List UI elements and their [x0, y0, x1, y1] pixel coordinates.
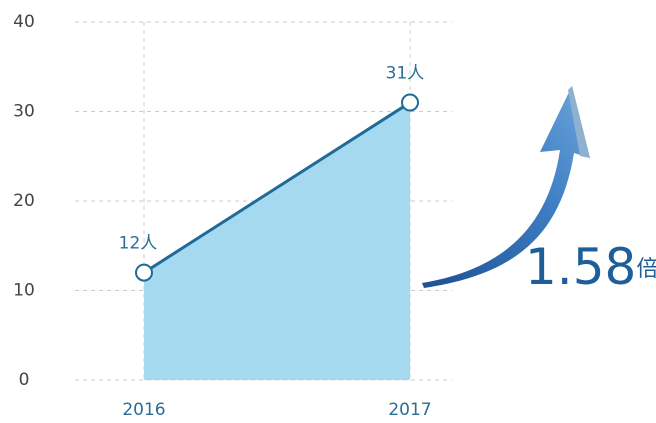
data-label: 12人: [119, 234, 158, 254]
y-tick-label: 40: [13, 12, 35, 32]
x-tick-label: 2017: [388, 400, 431, 420]
area: [144, 102, 410, 381]
annotation-value: 1.58: [525, 238, 636, 296]
x-tick-label: 2016: [122, 400, 165, 420]
line: [143, 101, 411, 274]
y-tick-label: 10: [13, 281, 35, 301]
annotation-unit: 倍: [636, 257, 656, 282]
growth-arrow: [422, 86, 590, 288]
y-tick-label: 0: [19, 370, 30, 390]
y-tick-label: 30: [13, 102, 35, 122]
y-tick-label: 20: [13, 191, 35, 211]
annotation: 1.58倍: [525, 238, 656, 296]
point: [135, 263, 153, 282]
growth-arrow-side: [568, 86, 590, 158]
data-label: 31人: [386, 64, 425, 84]
point: [401, 93, 419, 112]
